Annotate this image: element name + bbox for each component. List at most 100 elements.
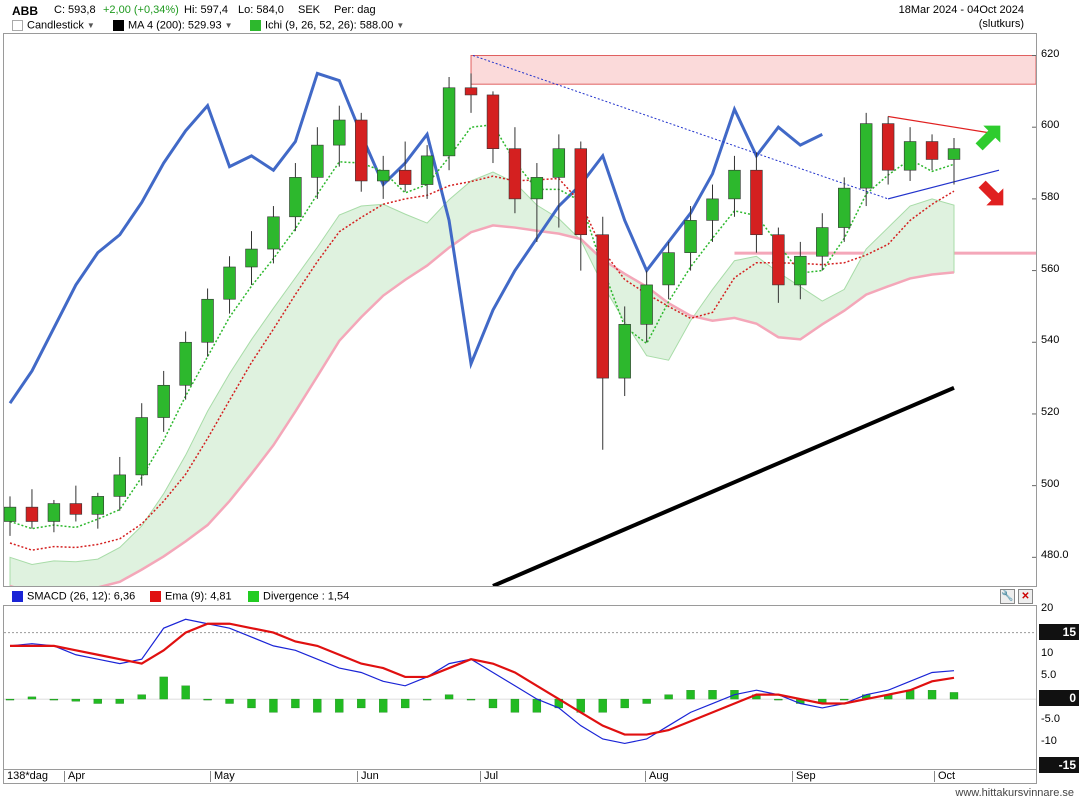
y-value-badge: 15 (1039, 623, 1079, 640)
price-chart[interactable] (4, 34, 1036, 586)
divergence-bar (532, 698, 542, 713)
y-tick-label: 600 (1041, 119, 1060, 132)
arrow-shape (978, 180, 1004, 206)
divergence-bar (5, 698, 15, 701)
divergence-bar (598, 698, 607, 713)
candle-down (25, 506, 39, 522)
chevron-down-icon: ▼ (224, 20, 233, 30)
divergence-bar (620, 698, 629, 709)
y-tick-label: 480.0 (1041, 549, 1069, 562)
y-tick-label: 5.0 (1041, 668, 1057, 681)
settings-icon[interactable]: 🔧 (1000, 589, 1015, 604)
close-price: C: 593,8 (54, 4, 96, 16)
legend-ma[interactable]: MA 4 (200): 529.93 ▼ (113, 20, 232, 31)
legend-divergence-label: Divergence : 1,54 (263, 590, 350, 603)
divergence-bar (664, 694, 673, 700)
candle-up (794, 255, 807, 286)
candle-up (333, 119, 346, 146)
divergence-bar (181, 685, 190, 700)
candle-up (706, 198, 719, 221)
candle-up (91, 496, 105, 515)
candle-up (420, 155, 434, 185)
price-chart-panel[interactable] (3, 33, 1037, 587)
legend-smacd: SMACD (26, 12): 6,36 (12, 591, 135, 602)
candle-up (4, 506, 17, 522)
month-label: May (210, 771, 235, 782)
legend-candlestick-label: Candlestick (27, 19, 84, 32)
macd-chart[interactable] (4, 606, 1036, 770)
high-price: Hi: 597,4 (184, 4, 229, 16)
candle-up (947, 148, 961, 160)
ma-swatch (113, 20, 124, 31)
y-tick-label: -10 (1041, 735, 1057, 748)
candle-up (267, 216, 280, 250)
divergence-bar (247, 698, 256, 709)
divergence-bar (93, 698, 102, 704)
candle-up (903, 141, 917, 171)
candle-down (486, 94, 500, 150)
candle-up (442, 87, 456, 157)
legend-ichimoku-label: Ichi (9, 26, 52, 26): 588.00 (265, 19, 394, 32)
divergence-bar (422, 698, 432, 701)
month-label: Jul (480, 771, 498, 782)
y-value-badge: -15 (1039, 756, 1079, 773)
smacd-swatch (12, 591, 23, 602)
candle-down (574, 148, 587, 236)
divergence-bar (840, 698, 849, 701)
divergence-bar (137, 694, 146, 700)
macd-y-axis: 20 15 10 5.0 0 -5.0 -10 -15 (1037, 603, 1080, 773)
candle-down (464, 87, 478, 96)
price-y-axis: 480.0 500 520 540 560 580 600 620 (1037, 33, 1080, 585)
candle-up (618, 324, 631, 379)
month-label: Oct (934, 771, 955, 782)
candlestick-swatch (12, 20, 23, 31)
divergence-bar (510, 698, 520, 713)
divergence-bar (27, 696, 37, 700)
candle-up (157, 384, 170, 418)
close-icon[interactable]: ✕ (1018, 589, 1033, 604)
macd-panel[interactable] (3, 605, 1037, 771)
candle-up (684, 220, 697, 253)
legend-divergence: Divergence : 1,54 (248, 591, 349, 602)
ema-line (10, 622, 955, 736)
legend-candlestick[interactable]: Candlestick ▼ (12, 20, 95, 31)
divergence-bar (291, 698, 300, 709)
candle-up (728, 169, 741, 200)
y-tick-label: 10 (1041, 646, 1054, 659)
candle-down (925, 141, 939, 160)
red-down-arrow-icon (978, 180, 1004, 206)
chevron-down-icon: ▼ (396, 20, 405, 30)
divergence-bar (203, 698, 212, 701)
ticker-label: ABB (12, 4, 38, 18)
y-tick-label: 500 (1041, 477, 1060, 490)
candle-down (508, 148, 522, 200)
arrow-shape (975, 125, 1001, 151)
legend-ichimoku[interactable]: Ichi (9, 26, 52, 26): 588.00 ▼ (250, 20, 404, 31)
ma-200-line (492, 385, 955, 586)
divergence-bar (71, 698, 81, 702)
divergence-bar (774, 698, 783, 701)
y-tick-label: 560 (1041, 262, 1060, 275)
candle-up (859, 123, 873, 189)
legend-smacd-label: SMACD (26, 12): 6,36 (27, 590, 136, 603)
tenkan-line (9, 124, 955, 530)
price-type: (slutkurs) (978, 18, 1024, 30)
senkou-span-b-line (10, 224, 955, 586)
divergence-bar (313, 698, 322, 713)
legend-ema: Ema (9): 4,81 (150, 591, 232, 602)
chevron-down-icon: ▼ (86, 20, 95, 30)
legend-ema-label: Ema (9): 4,81 (165, 590, 232, 603)
upper-wedge-line (888, 115, 1000, 135)
candle-up (113, 474, 126, 497)
y-tick-label: -5.0 (1041, 713, 1060, 726)
ichimoku-cloud (9, 171, 955, 586)
candle-up (311, 144, 324, 178)
divergence-bar (335, 698, 344, 713)
ema-swatch (150, 591, 161, 602)
y-value-badge: 0 (1039, 690, 1079, 707)
watermark: www.hittakursvinnare.se (955, 787, 1074, 799)
legend-ma-label: MA 4 (200): 529.93 (128, 19, 222, 32)
days-label: 138*dag (7, 770, 48, 782)
candle-up (47, 503, 61, 522)
period-label: Per: dag (334, 4, 376, 16)
